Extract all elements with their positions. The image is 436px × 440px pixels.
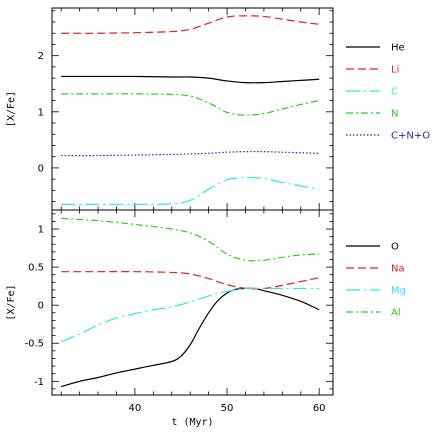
bottom-legend-label: O [391, 242, 399, 253]
bottom-y-tick-label: 0.5 [28, 263, 44, 274]
top-panel: 0 1 2 [X/Fe] He Li CN C+N+O [6, 7, 430, 211]
bottom-legend-label: Na [391, 264, 405, 275]
bottom-series-line-mg [60, 287, 320, 343]
bottom-x-tick-label: 40 [129, 403, 142, 414]
bottom-series-line-al [61, 217, 320, 262]
bottom-series-line-na [61, 271, 320, 290]
bottom-legend-label: Mg [391, 286, 406, 297]
top-legend-label: N [391, 109, 398, 120]
bottom-y-tick-label: 0 [38, 301, 44, 312]
bottom-series-line-o [61, 287, 320, 388]
top-series-line-c-n-o [61, 150, 320, 157]
top-legend-label: Li [391, 65, 399, 76]
top-legend-label: C [391, 87, 398, 98]
top-legend-label: C+N+O [391, 131, 430, 142]
top-series-line-he [61, 75, 320, 84]
bottom-panel: 40 50 60 -1 -0.5 0 0.5 1 [X/Fe] t (Myr) O Na Mg Al [6, 209, 406, 428]
bottom-y-tick-label: 1 [38, 225, 44, 236]
bottom-y-tick-label: -1 [34, 377, 44, 388]
top-plot-frame [51, 7, 334, 211]
top-series-line-n [61, 93, 320, 116]
bottom-x-axis-label: t (Myr) [171, 417, 213, 428]
bottom-x-tick-label: 60 [313, 403, 326, 414]
top-y-tick-label: 0 [38, 163, 44, 174]
bottom-x-tick-label: 50 [221, 403, 234, 414]
bottom-y-axis-label: [X/Fe] [6, 284, 17, 320]
bottom-y-tick-label: -0.5 [24, 339, 44, 350]
top-y-tick-label: 1 [38, 107, 44, 118]
bottom-legend-label: Al [391, 308, 401, 319]
top-y-axis-label: [X/Fe] [6, 91, 17, 127]
top-legend-label: He [391, 43, 405, 54]
bottom-plot-frame [51, 209, 334, 396]
top-series-line-c [61, 176, 320, 206]
top-y-tick-label: 2 [38, 51, 44, 62]
top-series-line-li [61, 15, 320, 34]
